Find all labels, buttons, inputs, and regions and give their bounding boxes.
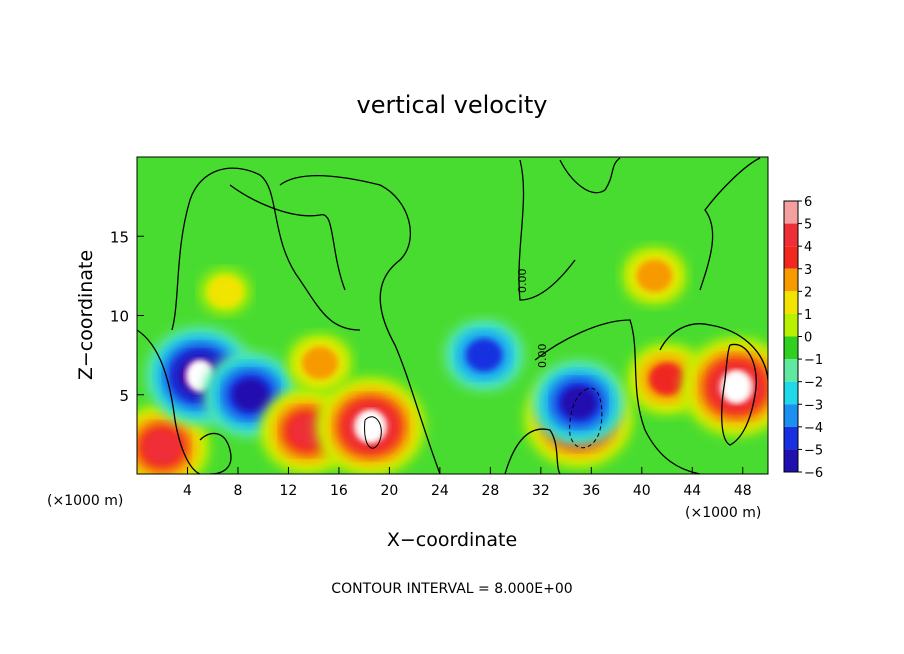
contour-label: 0.00 <box>536 344 549 369</box>
x-tick-label: 16 <box>330 483 348 499</box>
contour-line <box>518 159 576 301</box>
colorbar-swatch <box>784 336 798 360</box>
colorbar-label: 4 <box>804 240 812 255</box>
contour-line <box>559 157 621 194</box>
colorbar-swatch <box>784 426 798 450</box>
y-tick-label: 10 <box>110 308 129 326</box>
colorbar-swatch <box>784 223 798 247</box>
colorbar-label: 3 <box>804 263 812 278</box>
field-feature <box>466 338 502 372</box>
contour-line <box>279 174 441 474</box>
colorbar-swatch <box>784 381 798 405</box>
contour-line <box>137 329 201 474</box>
contour-line <box>364 416 382 449</box>
field-feature <box>636 259 673 293</box>
x-tick-label: 8 <box>233 483 242 499</box>
contour-line <box>504 428 561 474</box>
colorbar-label: 2 <box>804 285 812 300</box>
contour-line <box>229 184 346 291</box>
x-unit-right: (×1000 m) <box>685 505 761 521</box>
colorbar-label: −5 <box>804 443 823 458</box>
x-tick-label: 32 <box>532 483 550 499</box>
x-tick-label: 24 <box>431 483 449 499</box>
colorbar-label: −4 <box>804 421 823 436</box>
x-tick-label: 4 <box>183 483 192 499</box>
contour-line <box>699 157 761 291</box>
x-axis-label: X−coordinate <box>387 529 517 551</box>
y-tick-label: 5 <box>119 387 129 405</box>
colorbar-swatch <box>784 291 798 314</box>
colorbar-label: −6 <box>804 466 823 481</box>
contour-line <box>721 343 757 446</box>
colorbar-label: −1 <box>804 353 823 368</box>
x-tick-label: 36 <box>582 483 600 499</box>
colorbar-swatch <box>784 359 798 382</box>
contour-line <box>199 432 232 474</box>
contour-line <box>659 323 768 381</box>
colorbar-label: −3 <box>804 398 823 413</box>
colorbar-label: 6 <box>804 195 812 210</box>
field-feature <box>232 378 269 411</box>
x-tick-label: 28 <box>481 483 499 499</box>
contour-line <box>534 319 701 474</box>
field-core <box>722 370 751 403</box>
velocity-field <box>137 246 768 474</box>
contour-line <box>171 167 361 331</box>
colorbar-swatch <box>784 246 798 269</box>
colorbar-label: 5 <box>804 218 812 233</box>
zero-contours <box>137 157 768 474</box>
x-tick-label: 20 <box>380 483 398 499</box>
x-tick-label: 44 <box>683 483 701 499</box>
colorbar-label: −2 <box>804 376 823 391</box>
chart-title: vertical velocity <box>357 91 548 119</box>
colorbar-label: 0 <box>804 331 812 346</box>
x-tick-label: 40 <box>633 483 651 499</box>
field-feature <box>144 430 181 464</box>
field-feature <box>302 346 338 380</box>
x-axis: 4 8 12 16 20 24 28 32 36 40 44 48 <box>183 467 752 499</box>
colorbar-label: 1 <box>804 308 812 323</box>
x-unit-left: (×1000 m) <box>47 493 123 509</box>
contour-label: 0.00 <box>516 269 529 294</box>
field-feature <box>207 275 244 308</box>
colorbar-swatch <box>784 404 798 427</box>
x-tick-label: 12 <box>280 483 298 499</box>
colorbar-swatch <box>784 449 798 472</box>
colorbar-swatch <box>784 313 798 337</box>
field-feature <box>560 386 597 419</box>
y-axis: 5 10 15 <box>110 228 144 405</box>
y-tick-label: 15 <box>110 228 129 246</box>
colorbar: 6 5 4 3 2 1 0 −1 −2 −3 −4 −5 −6 <box>783 195 823 481</box>
colorbar-swatch <box>784 201 798 224</box>
field-feature <box>649 362 685 396</box>
x-tick-label: 48 <box>734 483 752 499</box>
field-core <box>356 410 385 443</box>
colorbar-swatch <box>784 268 798 292</box>
contour-interval-footer: CONTOUR INTERVAL = 8.000E+00 <box>331 581 572 597</box>
plot-area: 0.00 0.00 <box>137 157 768 474</box>
y-axis-label: Z−coordinate <box>75 250 97 380</box>
